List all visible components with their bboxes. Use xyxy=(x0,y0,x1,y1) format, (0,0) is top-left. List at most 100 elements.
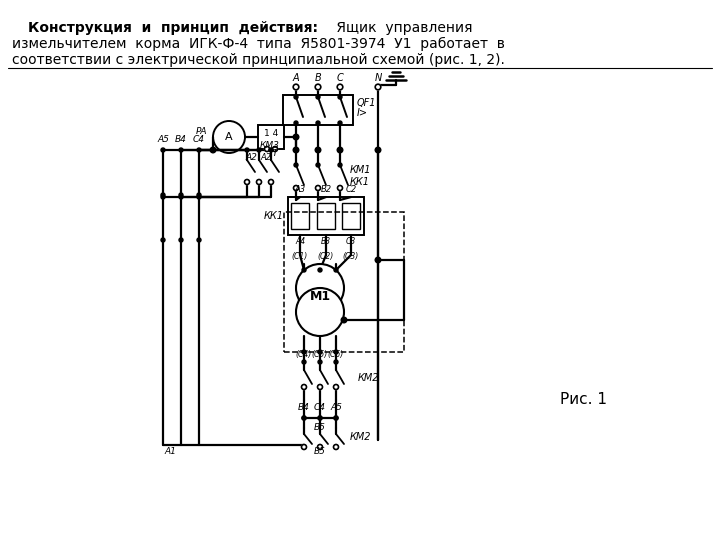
Text: A: A xyxy=(293,73,300,83)
Text: КМ2: КМ2 xyxy=(350,432,372,442)
Circle shape xyxy=(315,84,321,90)
Circle shape xyxy=(334,268,338,272)
Circle shape xyxy=(197,195,201,199)
Circle shape xyxy=(269,179,274,185)
Text: С4: С4 xyxy=(193,136,205,145)
Text: измельчителем  корма  ИГК-Ф-4  типа  Я5801-3974  У1  работает  в: измельчителем корма ИГК-Ф-4 типа Я5801-3… xyxy=(12,37,505,51)
Bar xyxy=(288,197,364,235)
Text: В3: В3 xyxy=(321,238,331,246)
Circle shape xyxy=(294,186,299,191)
Text: (С4): (С4) xyxy=(296,350,312,360)
Circle shape xyxy=(338,121,342,125)
Circle shape xyxy=(316,163,320,167)
Circle shape xyxy=(256,179,261,185)
Text: С3: С3 xyxy=(346,238,356,246)
Circle shape xyxy=(318,350,322,354)
Bar xyxy=(291,203,309,229)
Circle shape xyxy=(210,147,216,153)
Circle shape xyxy=(296,264,344,312)
Circle shape xyxy=(302,268,306,272)
Text: A2: A2 xyxy=(245,152,257,161)
Circle shape xyxy=(302,444,307,449)
Circle shape xyxy=(316,95,320,99)
Circle shape xyxy=(302,384,307,389)
Text: А5: А5 xyxy=(330,402,342,411)
Text: N: N xyxy=(374,73,382,83)
Circle shape xyxy=(338,186,343,191)
Circle shape xyxy=(375,257,381,263)
Text: А5: А5 xyxy=(157,136,169,145)
Text: 1 4: 1 4 xyxy=(264,130,278,138)
Text: ТТ: ТТ xyxy=(268,150,279,159)
Circle shape xyxy=(179,238,183,242)
Circle shape xyxy=(302,416,306,420)
Circle shape xyxy=(334,416,338,420)
Text: (С2): (С2) xyxy=(318,253,334,261)
Text: С2: С2 xyxy=(346,186,356,194)
Circle shape xyxy=(316,121,320,125)
Circle shape xyxy=(161,193,165,197)
Circle shape xyxy=(257,148,261,152)
Circle shape xyxy=(315,186,320,191)
Circle shape xyxy=(245,179,250,185)
Text: КМ1: КМ1 xyxy=(350,165,372,175)
Circle shape xyxy=(272,146,277,152)
Circle shape xyxy=(333,384,338,389)
Text: В5: В5 xyxy=(314,448,326,456)
Circle shape xyxy=(318,416,322,420)
Circle shape xyxy=(161,195,165,199)
Circle shape xyxy=(302,416,306,420)
Circle shape xyxy=(302,360,306,364)
Circle shape xyxy=(269,148,273,152)
Circle shape xyxy=(338,95,342,99)
Text: РА: РА xyxy=(196,126,207,136)
Text: В5: В5 xyxy=(314,423,326,433)
Circle shape xyxy=(318,360,322,364)
Circle shape xyxy=(375,84,381,90)
Bar xyxy=(283,95,353,125)
Circle shape xyxy=(302,350,306,354)
Circle shape xyxy=(197,238,201,242)
Circle shape xyxy=(179,195,183,199)
Circle shape xyxy=(315,147,321,153)
Circle shape xyxy=(293,84,299,90)
Circle shape xyxy=(334,360,338,364)
Text: КК1: КК1 xyxy=(350,177,370,187)
Circle shape xyxy=(294,121,298,125)
Circle shape xyxy=(318,444,323,449)
Circle shape xyxy=(161,238,165,242)
Text: А3: А3 xyxy=(294,186,305,194)
Circle shape xyxy=(294,163,298,167)
Circle shape xyxy=(318,268,322,272)
Circle shape xyxy=(197,193,201,197)
Text: КК1: КК1 xyxy=(264,211,284,221)
Text: Конструкция  и  принцип  действия:: Конструкция и принцип действия: xyxy=(28,21,318,35)
Circle shape xyxy=(337,147,343,153)
Text: КМ3: КМ3 xyxy=(260,140,280,150)
Text: Рис. 1: Рис. 1 xyxy=(560,393,607,408)
Circle shape xyxy=(245,148,249,152)
Circle shape xyxy=(264,146,269,152)
Bar xyxy=(317,203,335,229)
Text: (С1): (С1) xyxy=(292,253,308,261)
Circle shape xyxy=(375,147,381,153)
Text: С4: С4 xyxy=(314,402,326,411)
Text: (С5): (С5) xyxy=(312,350,328,360)
Circle shape xyxy=(341,317,347,323)
Text: C: C xyxy=(337,73,343,83)
Circle shape xyxy=(318,416,322,420)
Circle shape xyxy=(197,148,201,152)
Circle shape xyxy=(294,95,298,99)
Text: B: B xyxy=(315,73,321,83)
Text: A2: A2 xyxy=(261,152,271,161)
Text: В2: В2 xyxy=(320,186,332,194)
Circle shape xyxy=(333,444,338,449)
Text: В4: В4 xyxy=(175,136,187,145)
Bar xyxy=(284,212,404,352)
Text: (С6): (С6) xyxy=(328,350,344,360)
Text: (С3): (С3) xyxy=(343,253,359,261)
Text: КМ2: КМ2 xyxy=(358,373,379,383)
Circle shape xyxy=(293,147,299,153)
Text: A: A xyxy=(225,132,233,142)
Text: А1: А1 xyxy=(164,448,176,456)
